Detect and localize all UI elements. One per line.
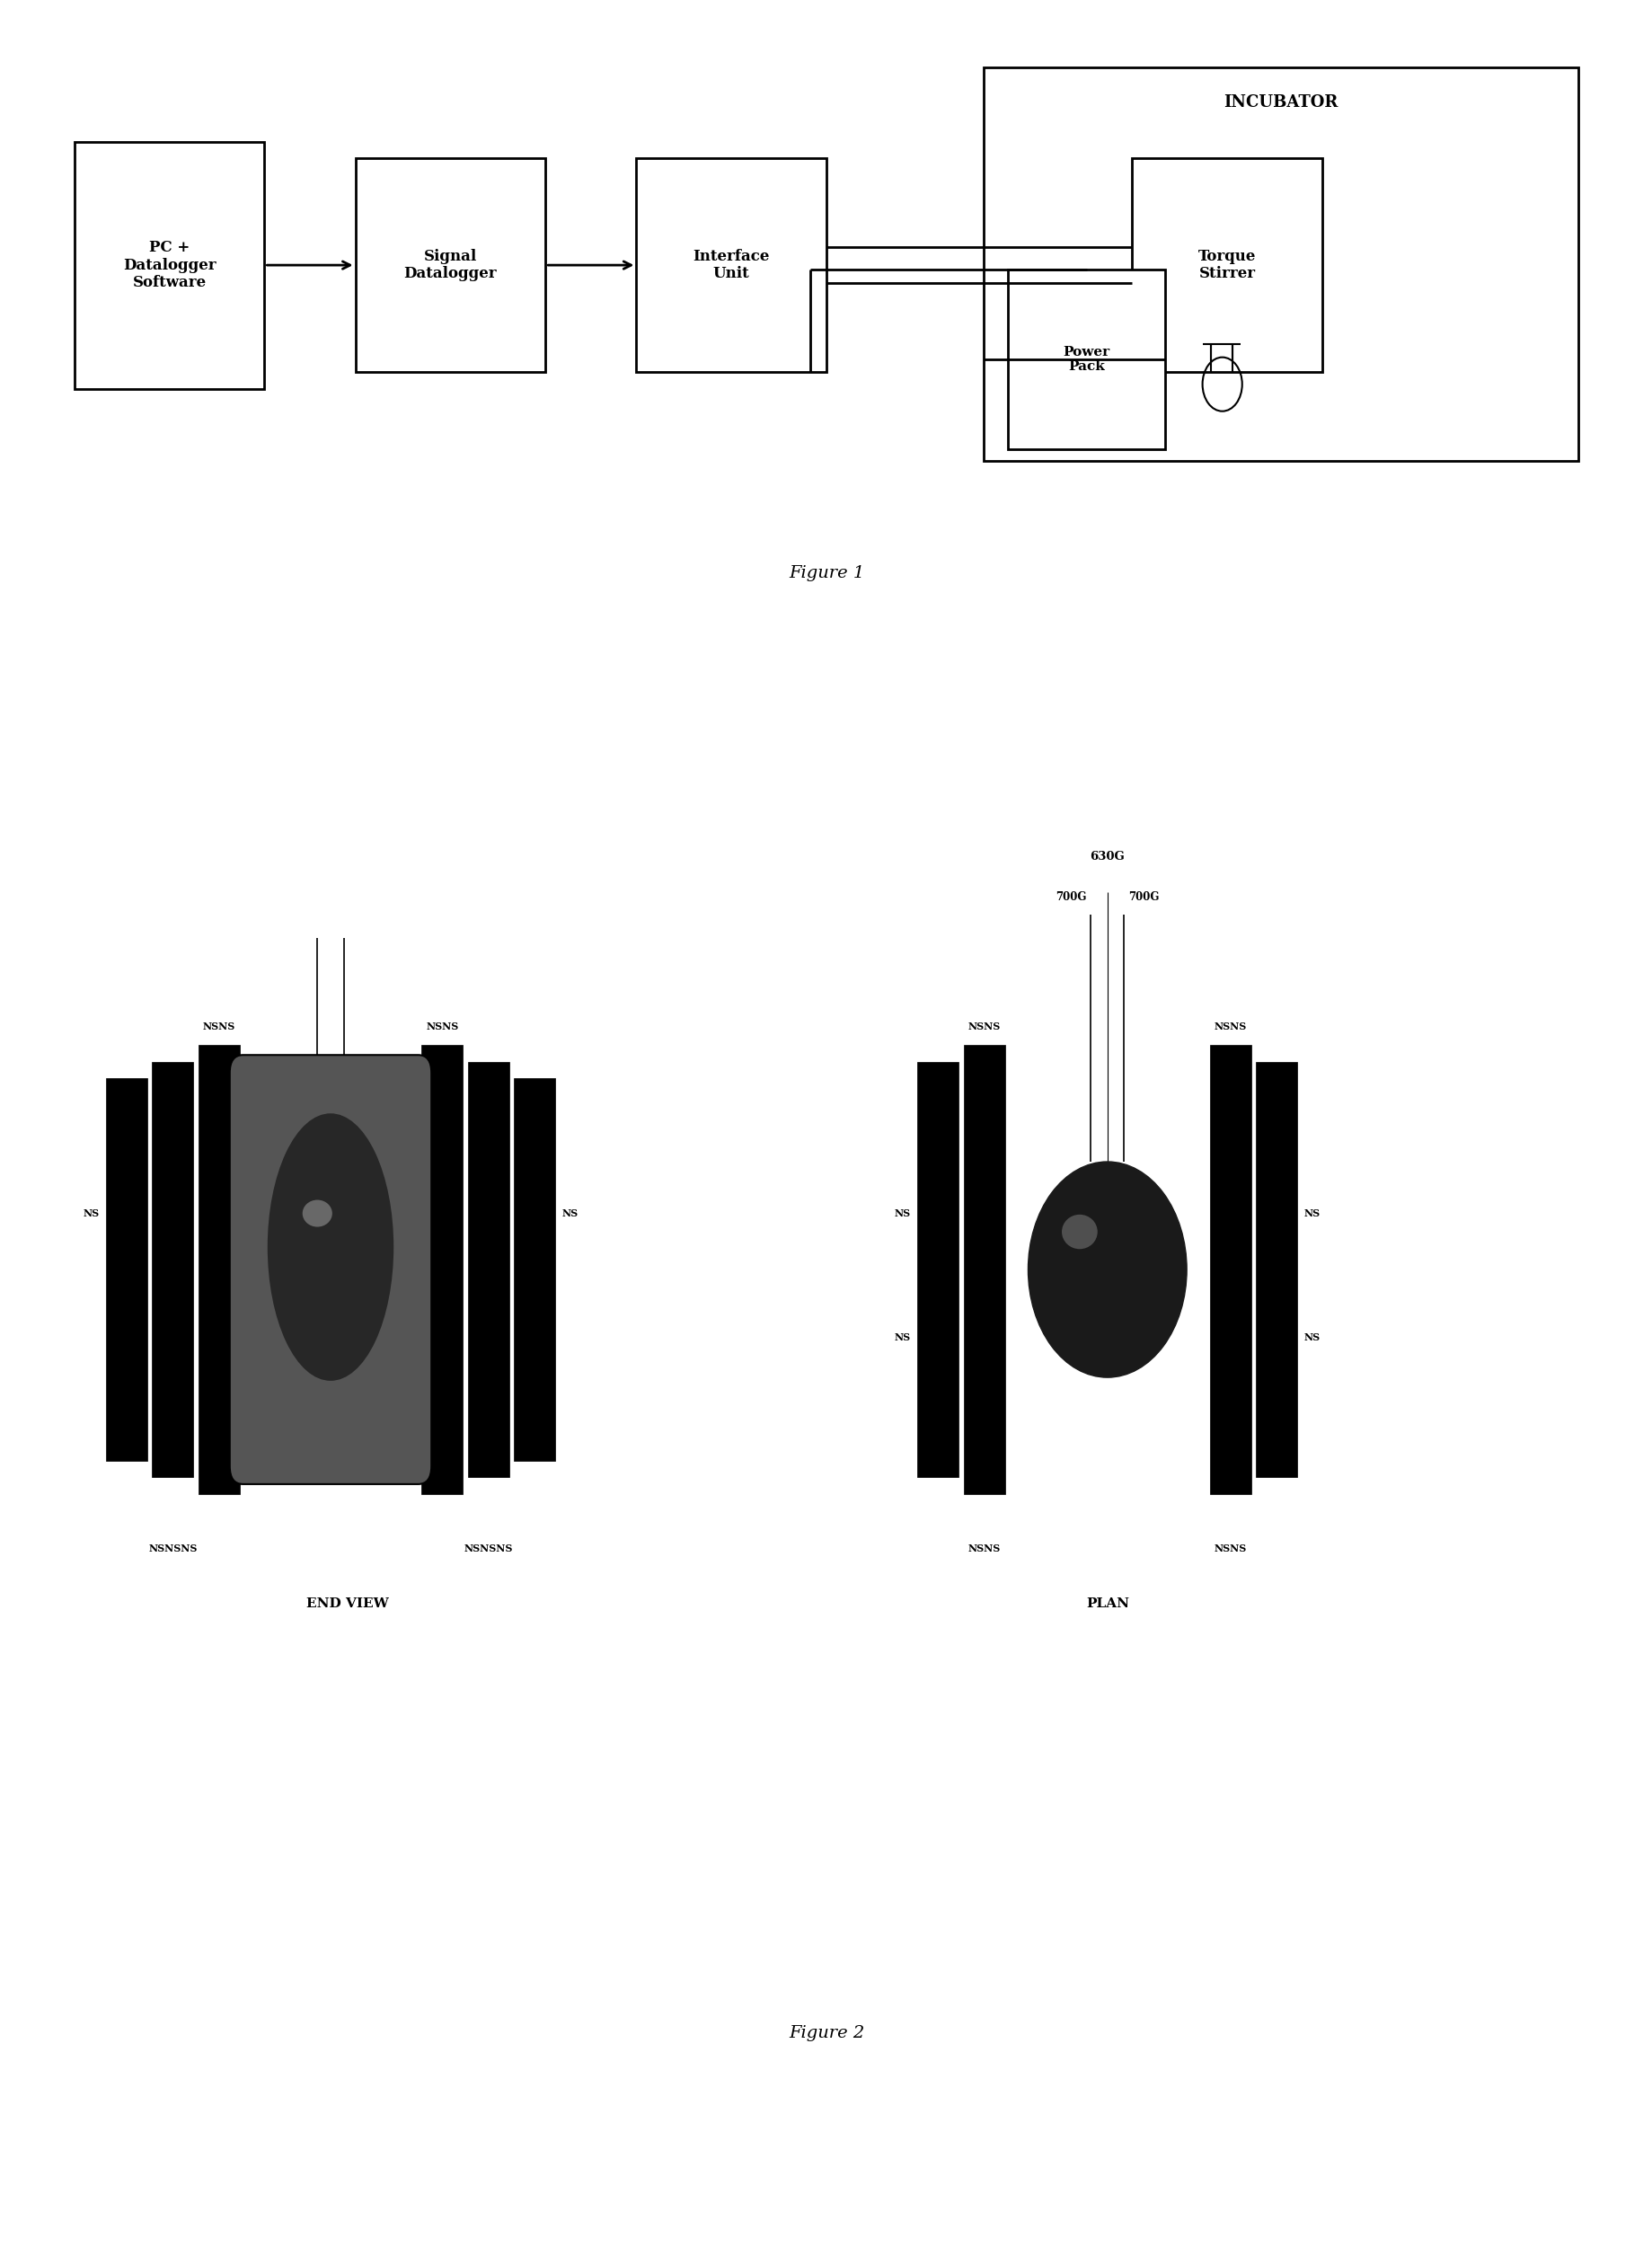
FancyBboxPatch shape <box>355 157 545 371</box>
Ellipse shape <box>302 1200 332 1227</box>
Text: END VIEW: END VIEW <box>306 1598 388 1611</box>
Text: NSNS: NSNS <box>426 1022 458 1031</box>
FancyBboxPatch shape <box>1256 1061 1297 1479</box>
Text: Torque
Stirrer: Torque Stirrer <box>1198 249 1256 281</box>
FancyBboxPatch shape <box>1008 270 1165 449</box>
Text: NSNS: NSNS <box>968 1544 999 1553</box>
FancyBboxPatch shape <box>963 1045 1004 1494</box>
Text: NS: NS <box>562 1209 578 1218</box>
FancyBboxPatch shape <box>421 1045 463 1494</box>
Text: Figure 1: Figure 1 <box>788 564 864 582</box>
Text: 700G: 700G <box>1056 892 1085 903</box>
FancyBboxPatch shape <box>74 142 264 389</box>
FancyBboxPatch shape <box>514 1079 555 1461</box>
Text: NS: NS <box>1303 1209 1320 1218</box>
Text: NSNS: NSNS <box>1214 1022 1246 1031</box>
Text: NSNS: NSNS <box>968 1022 999 1031</box>
Text: NSNSNS: NSNSNS <box>149 1544 197 1553</box>
Text: 630G: 630G <box>1089 852 1125 863</box>
Ellipse shape <box>268 1115 393 1380</box>
Text: NS: NS <box>83 1209 99 1218</box>
Text: 700G: 700G <box>1128 892 1158 903</box>
Text: Figure 2: Figure 2 <box>788 2025 864 2043</box>
FancyBboxPatch shape <box>917 1061 958 1479</box>
Text: NSNS: NSNS <box>1214 1544 1246 1553</box>
FancyBboxPatch shape <box>198 1045 240 1494</box>
FancyBboxPatch shape <box>152 1061 193 1479</box>
Text: NSNS: NSNS <box>203 1022 235 1031</box>
Text: NS: NS <box>894 1209 910 1218</box>
Ellipse shape <box>1061 1216 1097 1249</box>
Text: INCUBATOR: INCUBATOR <box>1222 94 1338 110</box>
FancyBboxPatch shape <box>106 1079 147 1461</box>
Text: NS: NS <box>894 1332 910 1341</box>
FancyBboxPatch shape <box>468 1061 509 1479</box>
Text: NS: NS <box>1303 1332 1320 1341</box>
FancyBboxPatch shape <box>983 67 1578 461</box>
FancyBboxPatch shape <box>636 157 826 371</box>
Text: Interface
Unit: Interface Unit <box>692 249 770 281</box>
Text: PC +
Datalogger
Software: PC + Datalogger Software <box>122 240 216 290</box>
Circle shape <box>1028 1162 1186 1377</box>
FancyBboxPatch shape <box>1132 157 1322 371</box>
Text: NSNSNS: NSNSNS <box>464 1544 512 1553</box>
Text: PLAN: PLAN <box>1085 1598 1128 1611</box>
Text: Power
Pack: Power Pack <box>1062 346 1110 373</box>
Text: Signal
Datalogger: Signal Datalogger <box>403 249 497 281</box>
FancyBboxPatch shape <box>230 1056 431 1483</box>
FancyBboxPatch shape <box>1209 1045 1251 1494</box>
